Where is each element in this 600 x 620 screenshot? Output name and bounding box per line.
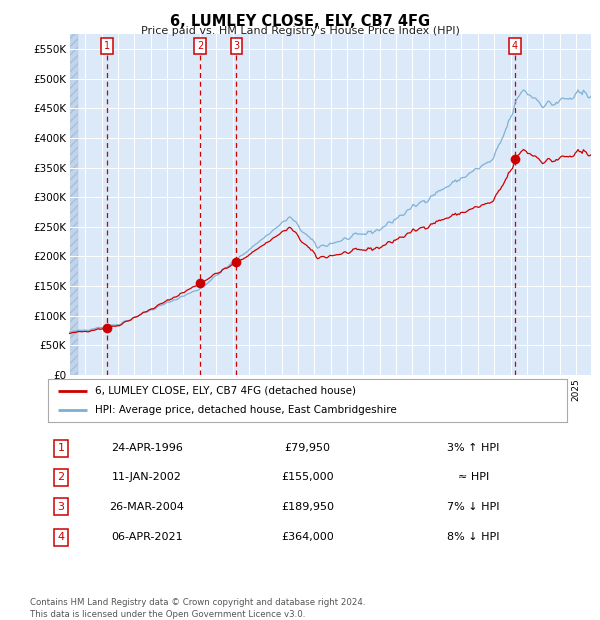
Text: 3% ↑ HPI: 3% ↑ HPI — [448, 443, 500, 453]
Text: £189,950: £189,950 — [281, 502, 334, 512]
Text: 26-MAR-2004: 26-MAR-2004 — [109, 502, 184, 512]
Text: ≈ HPI: ≈ HPI — [458, 472, 489, 482]
Text: 6, LUMLEY CLOSE, ELY, CB7 4FG (detached house): 6, LUMLEY CLOSE, ELY, CB7 4FG (detached … — [95, 386, 356, 396]
Text: 4: 4 — [512, 41, 518, 51]
Text: 3: 3 — [58, 502, 64, 512]
Text: 24-APR-1996: 24-APR-1996 — [110, 443, 182, 453]
Text: 2: 2 — [58, 472, 65, 482]
Text: 06-APR-2021: 06-APR-2021 — [111, 532, 182, 542]
Text: 8% ↓ HPI: 8% ↓ HPI — [448, 532, 500, 542]
Text: 3: 3 — [233, 41, 239, 51]
Text: 2: 2 — [197, 41, 203, 51]
Text: 4: 4 — [58, 532, 65, 542]
Text: 1: 1 — [58, 443, 64, 453]
Text: 1: 1 — [104, 41, 110, 51]
Text: HPI: Average price, detached house, East Cambridgeshire: HPI: Average price, detached house, East… — [95, 405, 397, 415]
Text: £79,950: £79,950 — [284, 443, 331, 453]
Text: 11-JAN-2002: 11-JAN-2002 — [112, 472, 182, 482]
Text: Price paid vs. HM Land Registry's House Price Index (HPI): Price paid vs. HM Land Registry's House … — [140, 26, 460, 36]
Text: £364,000: £364,000 — [281, 532, 334, 542]
Text: £155,000: £155,000 — [281, 472, 334, 482]
Text: Contains HM Land Registry data © Crown copyright and database right 2024.
This d: Contains HM Land Registry data © Crown c… — [30, 598, 365, 619]
Text: 6, LUMLEY CLOSE, ELY, CB7 4FG: 6, LUMLEY CLOSE, ELY, CB7 4FG — [170, 14, 430, 29]
Text: 7% ↓ HPI: 7% ↓ HPI — [448, 502, 500, 512]
